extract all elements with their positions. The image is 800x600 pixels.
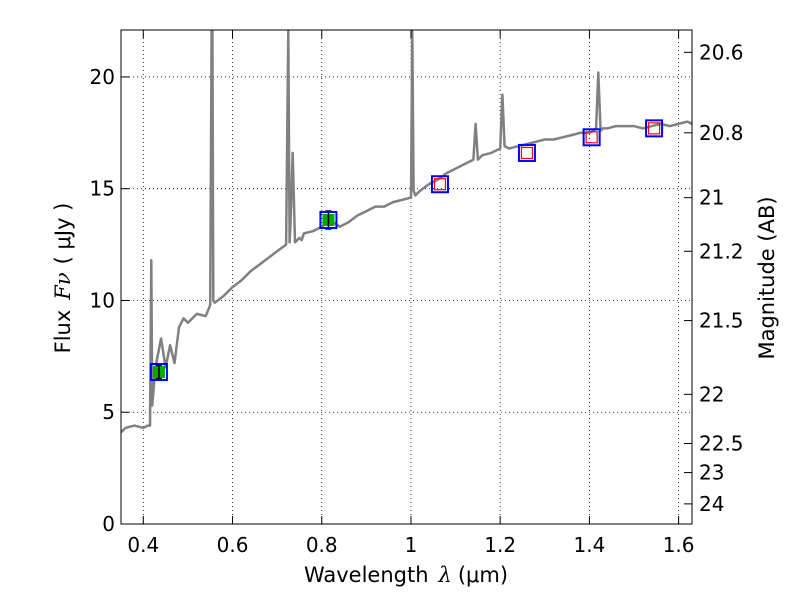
- x-tick-label: 1.2: [484, 533, 516, 557]
- y2-tick-label: 21.5: [699, 309, 744, 333]
- x-axis-label: Wavelength λ (μm): [304, 563, 508, 587]
- y-tick-label: 5: [102, 400, 115, 424]
- sed-chart: 0.4 0.6 0.8 1 1.2 1.4 1.6 05101520 20.620.8212…: [0, 0, 800, 600]
- y2-axis-label: Magnitude (AB): [755, 196, 779, 359]
- y-tick-label: 15: [90, 177, 115, 201]
- y2-tick-label: 21.2: [699, 239, 744, 263]
- y-tick-label: 20: [90, 65, 115, 89]
- x-tick-label: 1.4: [573, 533, 605, 557]
- plot-area: [121, 30, 692, 524]
- x-tick-label: 0.8: [306, 533, 338, 557]
- y2-tick-label: 23: [699, 461, 724, 485]
- y-axis-label: FluxFν( μJy ): [51, 203, 75, 354]
- y2-tick-label: 20.6: [699, 40, 744, 64]
- observed-point: [151, 364, 167, 380]
- y2-tick-label: 20.8: [699, 121, 744, 145]
- y2-tick-label: 21: [699, 186, 724, 210]
- y2-tick-label: 24: [699, 492, 724, 516]
- y2-tick-label: 22.5: [699, 432, 744, 456]
- x-tick-label: 1.6: [663, 533, 695, 557]
- y2-tick-label: 22: [699, 382, 724, 406]
- y-tick-label: 10: [90, 288, 115, 312]
- y2-axis-ticks: 20.6 20.8 21 21.2 21.5 22 22.5 23 24: [684, 40, 744, 516]
- x-tick-label: 0.6: [217, 533, 249, 557]
- y-tick-label: 0: [102, 512, 115, 536]
- x-tick-label: 1: [405, 533, 418, 557]
- x-tick-label: 0.4: [127, 533, 159, 557]
